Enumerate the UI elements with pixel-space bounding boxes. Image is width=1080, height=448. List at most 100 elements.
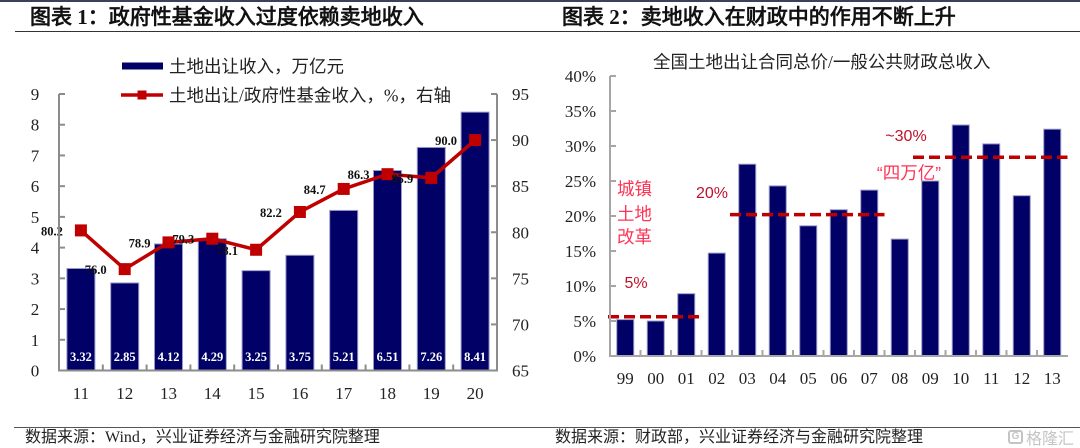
- line-marker: [337, 182, 350, 195]
- bar-data-label: 7.26: [420, 350, 442, 364]
- line-data-label: 79.3: [172, 233, 194, 247]
- line-marker: [162, 236, 175, 249]
- bar: [329, 209, 359, 371]
- y-axis-tick-label: 40%: [565, 67, 596, 86]
- reference-label-30pct: ~30%: [885, 128, 926, 145]
- reference-label-5pct: 5%: [624, 275, 647, 292]
- left-axis-tick-label: 0: [31, 362, 40, 381]
- line-data-label: 82.2: [260, 206, 282, 220]
- legend-bar-swatch: [122, 62, 163, 70]
- y-axis-tick-label: 35%: [565, 102, 596, 121]
- x-axis-tick-label: 15: [248, 384, 265, 403]
- line-data-label: 76.0: [85, 263, 107, 277]
- y-axis-tick-label: 30%: [565, 137, 596, 156]
- legend-bar-label: 土地出让收入，万亿元: [169, 57, 344, 77]
- annotation-urban-land-reform-line-1: 城镇: [617, 179, 652, 199]
- x-axis-tick-label: 05: [800, 369, 817, 388]
- y-axis-tick-label: 0%: [573, 347, 596, 366]
- bar-data-label: 4.29: [201, 350, 223, 364]
- bar: [982, 143, 1001, 357]
- line-data-label: 85.9: [391, 172, 413, 186]
- x-axis-tick-label: 02: [708, 369, 725, 388]
- chart-1-axes: [58, 94, 498, 372]
- line-data-label: 78.9: [129, 236, 151, 250]
- x-axis-tick-label: 19: [423, 384, 440, 403]
- x-axis-tick-label: 17: [335, 384, 353, 403]
- y-axis-tick-label: 25%: [565, 172, 596, 191]
- y-axis-tick-label: 5%: [573, 312, 596, 331]
- line-data-label: 78.1: [216, 244, 238, 258]
- line-marker: [381, 168, 394, 181]
- right-axis-tick-label: 75: [512, 269, 529, 288]
- bar: [707, 252, 726, 357]
- right-axis-tick-label: 65: [512, 362, 529, 381]
- right-axis-tick-label: 90: [512, 131, 529, 150]
- x-axis-tick-label: 00: [647, 369, 664, 388]
- bar: [197, 238, 227, 371]
- left-axis-tick-label: 7: [31, 146, 40, 165]
- bar-data-label: 3.32: [70, 350, 92, 364]
- watermark-text: 格隆汇: [1025, 431, 1074, 448]
- y-axis-tick-label: 15%: [565, 242, 596, 261]
- chart-2-axes: [609, 76, 1068, 357]
- bar: [66, 268, 96, 372]
- watermark: G 格隆汇: [1007, 428, 1074, 448]
- x-axis-tick-label: 20: [467, 384, 484, 403]
- line-data-label: 86.3: [348, 168, 370, 182]
- x-axis-tick-label: 12: [1013, 369, 1030, 388]
- bar: [1043, 128, 1062, 357]
- annotation-urban-land-reform-line-3: 改革: [617, 227, 652, 247]
- bar: [799, 225, 818, 357]
- bar-data-label: 8.41: [464, 350, 486, 364]
- x-axis-tick-label: 08: [891, 369, 908, 388]
- source-divider: [14, 427, 1080, 428]
- left-axis-tick-label: 1: [31, 331, 40, 350]
- bar: [460, 111, 490, 372]
- bar-data-label: 6.51: [377, 350, 399, 364]
- figure-2-heading: 图表 2：卖地收入在财政中的作用不断上升: [562, 5, 956, 29]
- bar-data-label: 5.21: [333, 350, 355, 364]
- y-axis-tick-label: 10%: [565, 277, 596, 296]
- x-axis-tick-label: 06: [830, 369, 847, 388]
- line-data-label: 84.7: [304, 183, 326, 197]
- watermark-logo-icon: G: [1007, 430, 1023, 444]
- bar: [890, 238, 909, 357]
- left-axis-tick-label: 2: [31, 300, 40, 319]
- line-marker: [425, 171, 438, 184]
- x-axis-tick-label: 13: [160, 384, 177, 403]
- x-axis-tick-label: 13: [1044, 369, 1061, 388]
- x-axis-tick-label: 09: [922, 369, 939, 388]
- bar-data-label: 4.12: [158, 350, 180, 364]
- chart-1-marks: 012345678965707580859095113.32122.85134.…: [31, 85, 529, 403]
- x-axis-tick-label: 07: [861, 369, 879, 388]
- bar: [677, 293, 696, 357]
- annotation-four-trillion: “四万亿”: [877, 163, 941, 183]
- bar: [1012, 195, 1031, 357]
- right-axis-tick-label: 85: [512, 177, 529, 196]
- bar: [616, 319, 635, 357]
- bar: [951, 124, 970, 357]
- line-marker: [469, 134, 482, 147]
- x-axis-tick-label: 11: [73, 384, 89, 403]
- chart-1-legend: 土地出让收入，万亿元 土地出让/政府性基金收入，%，右轴: [121, 57, 451, 106]
- x-axis-tick-label: 18: [379, 384, 396, 403]
- x-axis-tick-label: 04: [769, 369, 787, 388]
- line-data-label: 80.2: [41, 224, 63, 238]
- line-marker: [206, 232, 219, 245]
- x-axis-tick-label: 12: [116, 384, 133, 403]
- chart-2-title: 全国土地出让合同总价/一般公共财政总收入: [653, 52, 990, 72]
- bar-data-label: 3.25: [245, 350, 267, 364]
- top-rule: [0, 0, 1080, 2]
- chart-2-annotations: 城镇 土地 改革 “四万亿” 5% 20% ~30%: [617, 128, 941, 292]
- x-axis-tick-label: 16: [291, 384, 308, 403]
- line-series: [79, 138, 477, 271]
- bar: [373, 169, 402, 371]
- bar: [154, 243, 183, 371]
- legend-line-marker: [137, 90, 147, 100]
- left-axis-tick-label: 6: [31, 177, 40, 196]
- chart-2: 全国土地出让合同总价/一般公共财政总收入 0% 5% 10% 15% 20% 25% 30%…: [565, 52, 1068, 388]
- left-axis-tick-label: 9: [31, 85, 40, 104]
- bar: [829, 209, 848, 357]
- annotation-urban-land-reform-line-2: 土地: [617, 204, 652, 224]
